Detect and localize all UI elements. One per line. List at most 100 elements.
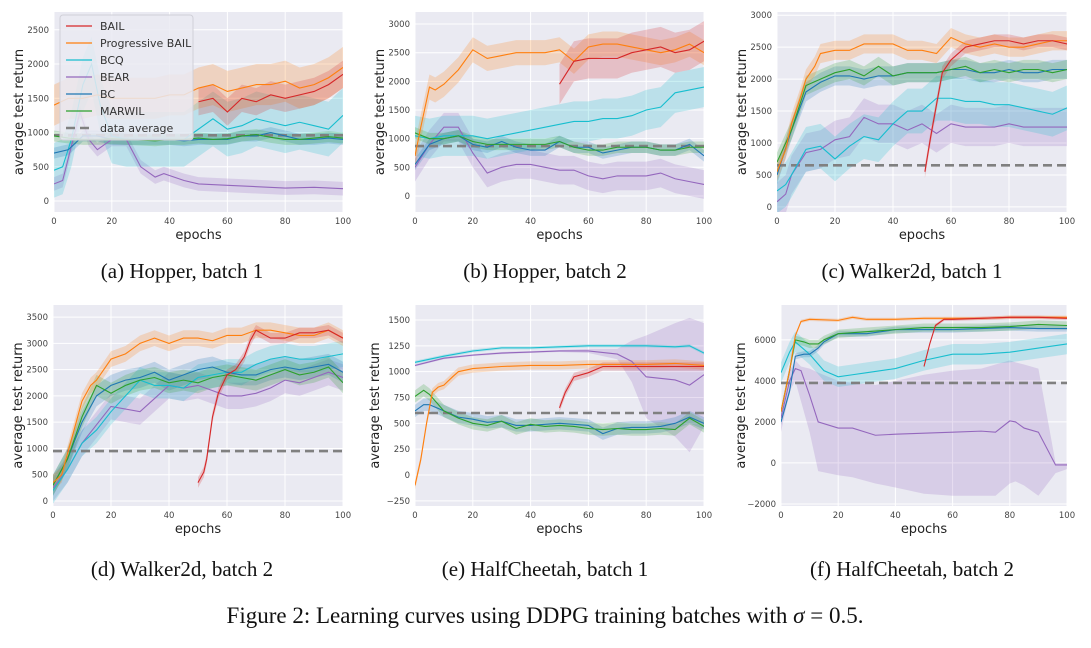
x-tick-label: 80 [1004,511,1015,521]
chart-panel-1: 0 20 40 60 80 100050010001500200025003000epoc… [373,12,712,243]
band-bail [559,362,704,412]
legend-label: BC [100,88,115,101]
x-tick-label: 40 [164,217,175,227]
caption-d: (d) Walker2d, batch 2 [90,557,274,581]
band-marwil [777,56,1067,172]
y-tick-label: 1000 [750,139,772,149]
legend-label: BCQ [100,54,124,67]
x-tick-label: 100 [335,217,351,227]
y-tick-label: 1250 [388,342,410,352]
x-tick-label: 60 [946,217,957,227]
chart-panel-4: 0 20 40 60 80 100−2500250500750100012501500ep… [368,305,712,537]
figure-caption: Figure 2: Learning curves using DDPG tra… [227,603,864,629]
x-axis-label: epochs [901,522,948,537]
y-axis-label: average test return [12,49,27,175]
caption-c: (c) Walker2d, batch 1 [821,259,1003,283]
y-axis-label: average test return [368,342,383,468]
y-tick-label: 2000 [27,60,49,70]
line-progressive-bail [53,329,343,484]
line-bail [558,365,704,409]
line-marwil [53,366,343,486]
x-tick-label: 0 [774,217,779,227]
x-tick-label: 20 [833,511,844,521]
x-tick-label: 60 [222,511,233,521]
line-progressive-bail [415,43,704,156]
legend-label: Progressive BAIL [100,37,192,50]
line-bear [781,367,1067,466]
y-tick-label: 250 [394,445,410,455]
x-tick-label: 40 [888,217,899,227]
plot-background [415,12,704,212]
y-axis-label: average test return [373,49,388,175]
y-tick-label: 0 [771,459,776,469]
y-tick-label: 1000 [27,129,49,139]
y-tick-label: 2000 [754,418,776,428]
x-axis-label: epochs [175,522,222,537]
x-tick-label: 100 [335,511,351,521]
y-tick-label: 1500 [750,107,772,117]
band-progressive-bail [777,27,1067,182]
line-bc [53,363,343,486]
y-tick-label: −2000 [747,500,776,510]
sigma-symbol: σ [793,603,805,628]
line-bail [923,316,1067,367]
band-bear [781,360,1067,496]
band-bear [53,359,343,502]
x-tick-label: 80 [641,217,652,227]
y-tick-label: 3000 [26,339,48,349]
caption-e: (e) HalfCheetah, batch 1 [441,557,649,581]
band-bcq [777,75,1067,212]
y-tick-label: 4000 [754,377,776,387]
y-tick-label: 0 [405,471,410,481]
y-tick-label: 2500 [388,49,410,59]
band-bcq [54,36,343,198]
x-tick-label: 60 [583,217,594,227]
band-bear [415,112,704,199]
y-tick-label: 750 [394,393,410,403]
x-tick-label: 100 [1059,511,1075,521]
band-bail [198,60,343,126]
y-tick-label: 2000 [750,75,772,85]
x-tick-label: 20 [830,217,841,227]
plot-area [781,315,1067,496]
y-tick-label: 3000 [388,20,410,30]
line-bear [777,116,1067,203]
x-tick-label: 20 [106,217,117,227]
x-tick-label: 20 [106,511,117,521]
legend-label: BAIL [100,20,125,33]
band-bear [415,317,704,453]
band-bc [53,353,343,496]
y-tick-label: 1500 [27,94,49,104]
x-tick-label: 20 [467,217,478,227]
y-tick-label: 0 [44,197,49,207]
y-tick-label: 0 [405,192,410,202]
line-marwil [781,323,1067,412]
line-bail [559,40,704,85]
plot-area [415,21,704,199]
y-tick-label: 1000 [388,368,410,378]
y-tick-label: 500 [756,171,772,181]
y-tick-label: 1500 [26,418,48,428]
line-bcq [415,345,704,363]
plot-area [53,322,343,504]
y-tick-label: −250 [387,497,410,507]
x-tick-label: 40 [890,511,901,521]
line-bear [415,350,704,386]
y-axis-label: average test return [11,342,26,468]
x-tick-label: 60 [583,511,594,521]
band-progressive-bail [53,322,343,491]
x-tick-label: 20 [467,511,478,521]
y-tick-label: 3500 [26,313,48,323]
legend: BAIL Progressive BAIL BCQ BEAR BC MARWIL data … [59,14,194,141]
y-tick-label: 0 [43,497,48,507]
line-marwil [415,389,704,431]
y-tick-label: 1500 [388,316,410,326]
line-bcq [53,353,343,491]
line-bail [197,329,343,483]
line-bcq [415,86,704,140]
x-tick-label: 100 [1059,217,1075,227]
y-tick-label: 6000 [754,336,776,346]
x-axis-label: epochs [899,228,946,243]
y-tick-label: 3000 [750,11,772,21]
plot-background [781,305,1067,506]
